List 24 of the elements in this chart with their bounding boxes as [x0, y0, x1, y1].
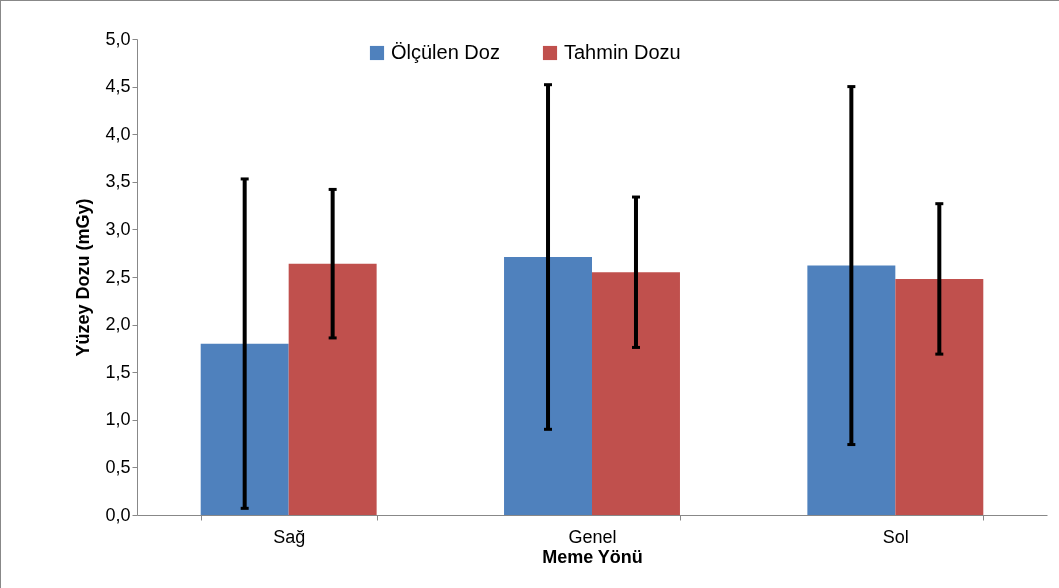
legend-label: Tahmin Dozu — [564, 41, 681, 63]
bar — [895, 278, 984, 515]
bar — [288, 263, 377, 515]
x-tick-label: Genel — [568, 526, 617, 547]
y-tick-label: 4,5 — [105, 76, 131, 97]
y-tick-label: 3,5 — [105, 171, 131, 192]
bar — [592, 272, 680, 515]
x-axis-title: Meme Yönü — [542, 546, 643, 567]
y-tick-label: 2,0 — [105, 314, 131, 335]
x-tick-label: Sol — [882, 526, 909, 547]
bar — [807, 265, 896, 515]
y-tick-label: 0,5 — [105, 456, 131, 477]
y-tick-label: 4,0 — [105, 123, 131, 144]
y-tick-label: 2,5 — [105, 266, 131, 287]
y-tick-label: 1,5 — [105, 361, 131, 382]
bar — [200, 343, 289, 515]
y-tick-label: 3,0 — [105, 218, 131, 239]
x-tick-label: Sağ — [273, 526, 306, 547]
y-axis-title: Yüzey Dozu (mGy) — [73, 198, 94, 357]
y-tick-label: 1,0 — [105, 409, 131, 430]
y-tick-label: 5,0 — [105, 28, 131, 49]
y-tick-label: 0,0 — [105, 504, 131, 525]
legend-label: Ölçülen Doz — [391, 41, 500, 63]
bar — [504, 257, 592, 515]
